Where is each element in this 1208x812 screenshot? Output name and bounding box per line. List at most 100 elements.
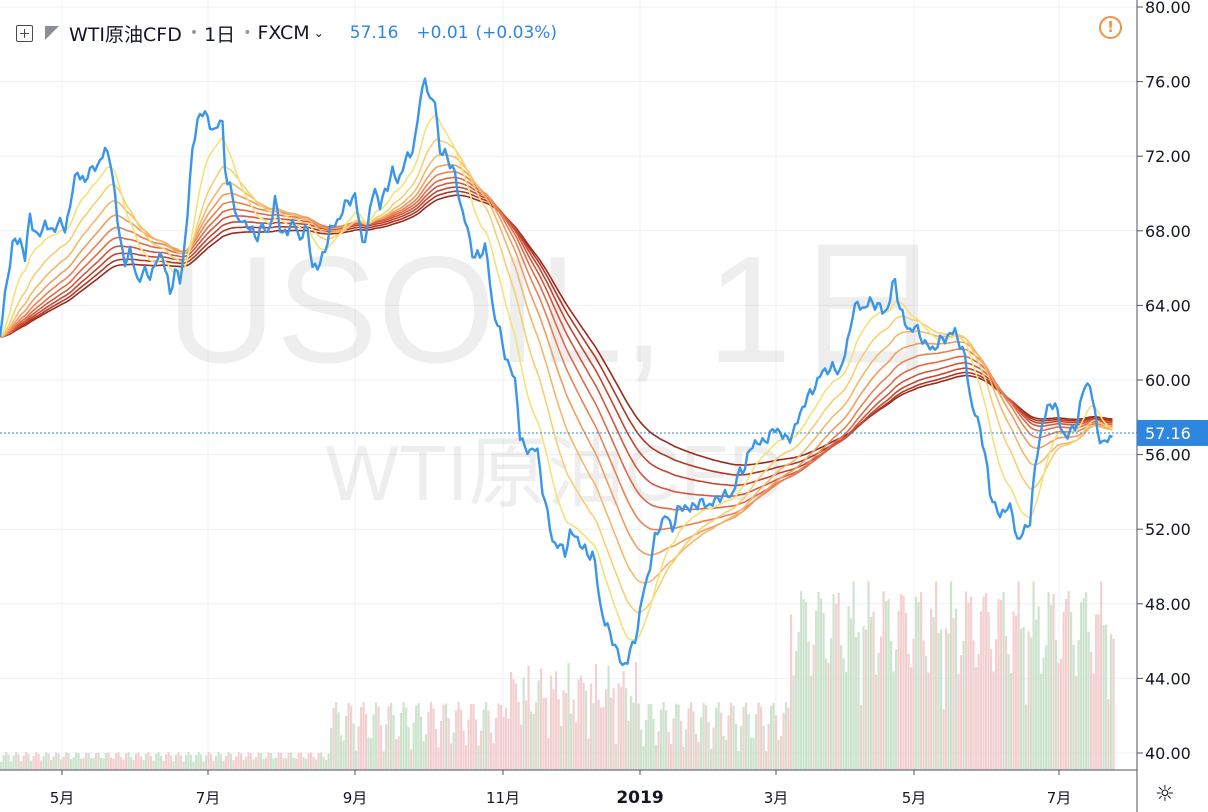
x-tick-label: 5月 [50,789,75,807]
volume-bar [270,752,273,770]
volume-bar [397,736,400,770]
volume-bar [775,715,778,770]
volume-bar [207,752,210,770]
volume-bar [232,760,235,770]
volume-bar [502,716,505,770]
volume-bar [707,722,710,770]
volume-bar [537,680,540,770]
volume-bar [245,756,248,770]
volume-bar [760,706,763,770]
volume-bar [440,720,443,770]
volume-bar [45,752,48,770]
volume-bar [825,658,828,770]
volume-bar [595,664,598,770]
volume-bar [857,631,860,770]
volume-bar [380,725,383,770]
volume-bar [237,752,240,770]
volume-bar [82,757,85,770]
symbol-name[interactable]: WTI原油CFD [69,23,182,46]
volume-bar [947,633,950,770]
volume-bar [522,677,525,770]
volume-bar [355,750,358,770]
volume-bar [865,629,868,770]
volume-bar [285,758,288,770]
volume-bar [872,611,875,770]
volume-bar [17,754,20,770]
volume-bar [867,581,870,770]
volume-bar [47,753,50,770]
volume-bar [272,758,275,770]
volume-bar [632,702,635,770]
volume-bar [1055,639,1058,770]
volume-bar [900,594,903,770]
add-compare-icon[interactable] [16,24,33,42]
volume-bar [435,728,438,770]
volume-bar [127,752,130,770]
last-price-label-bg [1137,419,1208,446]
volume-bar [980,611,983,770]
volume-bar [942,709,945,770]
y-tick-label: 64.00 [1145,296,1191,315]
volume-bar [352,723,355,770]
chevron-down-icon[interactable]: ⌄ [313,26,324,40]
volume-bar [617,683,620,770]
volume-bar [497,703,500,770]
volume-bar [85,752,88,770]
volume-bar [302,757,305,770]
volume-bar [615,744,618,770]
volume-bar [880,636,883,770]
volume-bar [597,699,600,770]
volume-bar [797,631,800,770]
volume-bar [467,719,470,770]
volume-bar [877,652,880,770]
interval-label[interactable]: 1日 [204,23,236,46]
volume-bar [1077,639,1080,770]
volume-bar [607,665,610,770]
volume-bar [977,653,980,770]
exchange-label[interactable]: FXCM [257,22,310,44]
volume-bar [642,746,645,770]
volume-bar [997,599,1000,770]
volume-bar [1075,675,1078,770]
volume-bar [1090,652,1093,770]
volume-bar [350,705,353,770]
volume-bar [455,710,458,770]
alert-icon[interactable]: ! [1099,16,1122,39]
volume-bar [327,753,330,770]
y-tick-label: 52.00 [1145,520,1191,539]
volume-bar [765,750,768,770]
volume-bar [512,679,515,770]
volume-bar [362,702,365,770]
volume-bar [277,752,280,770]
volume-bar [287,752,290,770]
volume-bar [892,671,895,770]
y-tick-label: 44.00 [1145,669,1191,688]
volume-bar [157,752,160,770]
volume-bar [817,591,820,770]
volume-bar [1027,631,1030,770]
volume-bar [325,759,328,770]
volume-bar [842,658,845,770]
volume-bar [382,751,385,770]
volume-bar [155,754,158,770]
volume-bar [750,737,753,770]
flag-icon[interactable] [45,26,59,40]
volume-bar [267,752,270,770]
volume-bar [477,745,480,770]
volume-bar [507,718,510,770]
volume-bar [300,752,303,770]
volume-bar [917,601,920,770]
ma-line-10 [0,138,1113,614]
volume-bar [90,758,93,770]
volume-bar [812,644,815,770]
volume-bar [505,707,508,770]
volume-bar [437,747,440,770]
ma-line-45 [0,190,1113,476]
volume-bar [135,753,138,770]
volume-bar [95,752,98,770]
volume-bar [970,596,973,770]
settings-gear-icon[interactable]: ☼ [1155,782,1175,807]
volume-bar [22,755,25,770]
volume-bar [755,714,758,770]
